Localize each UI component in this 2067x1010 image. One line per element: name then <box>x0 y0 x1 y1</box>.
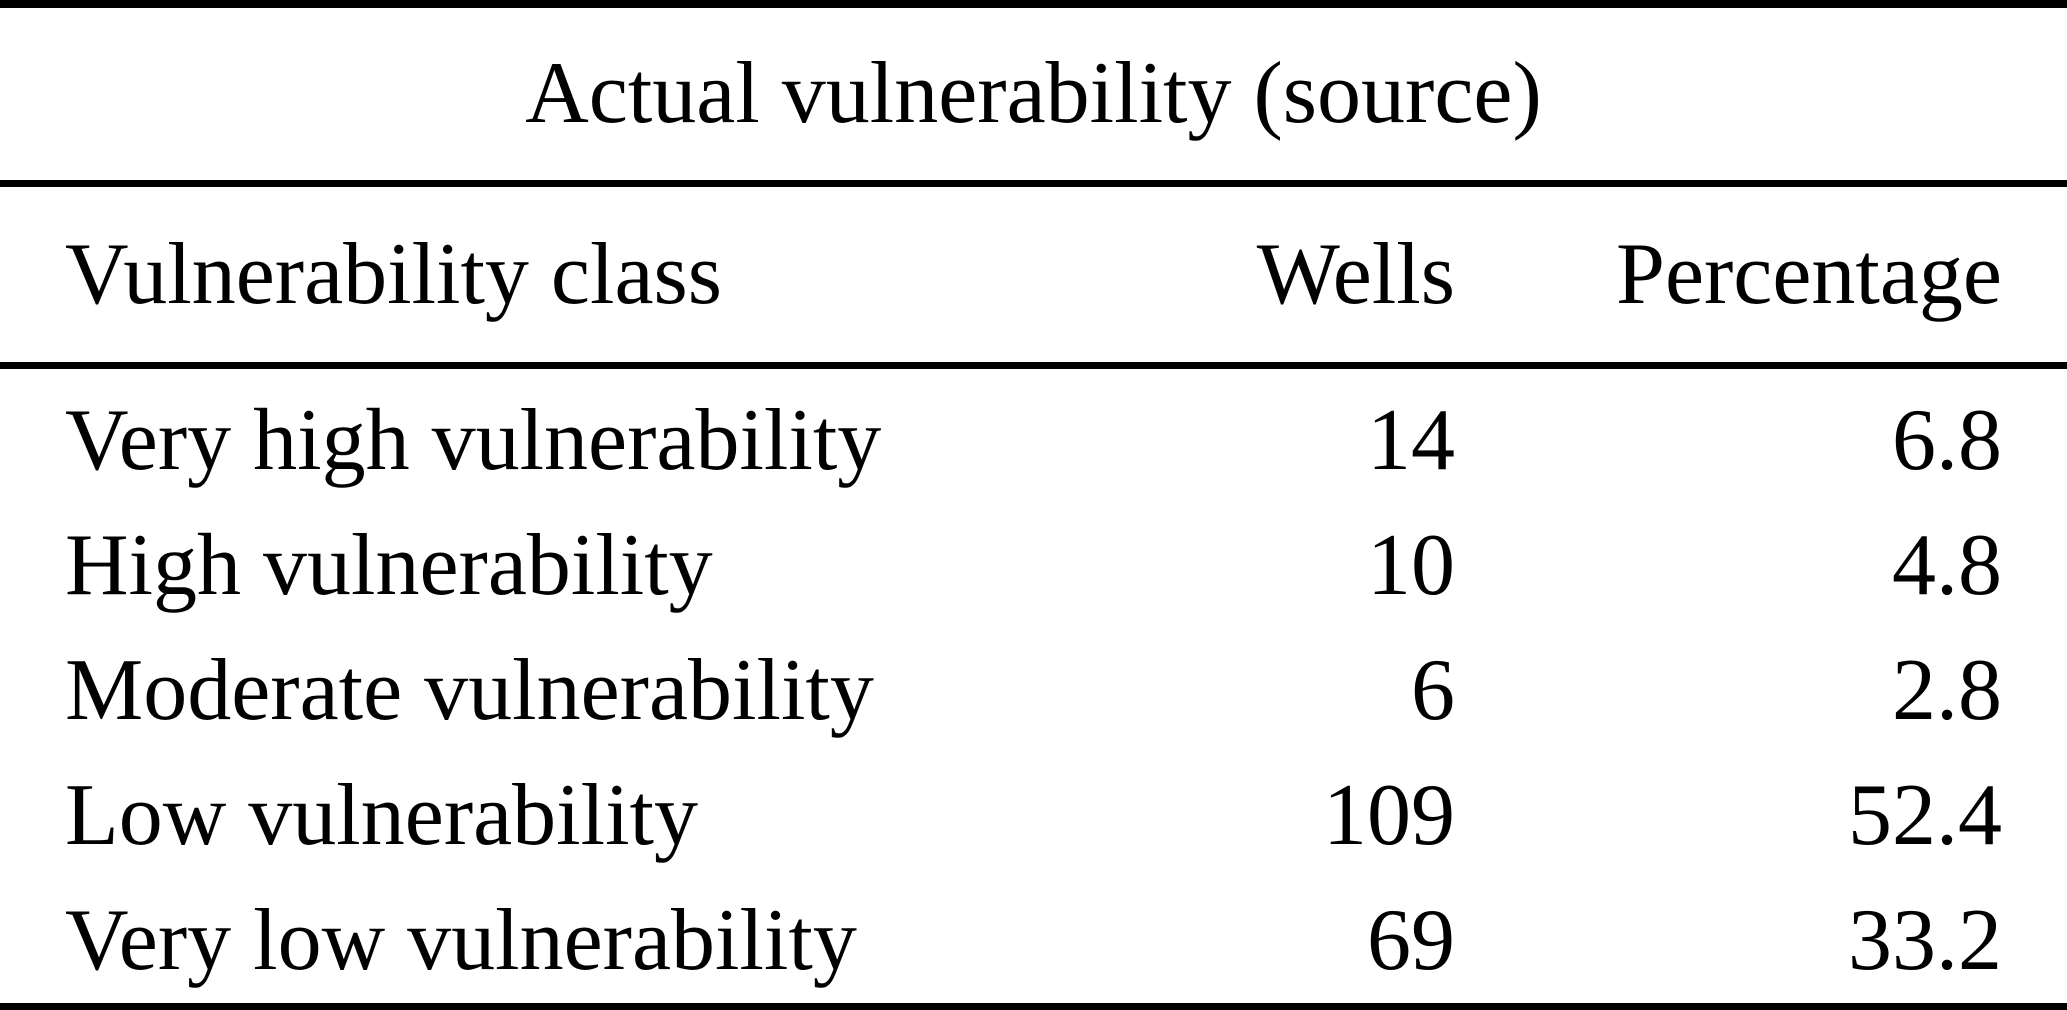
cell-vulnerability-class: Low vulnerability <box>65 766 698 864</box>
cell-vulnerability-class: Moderate vulnerability <box>65 641 874 739</box>
header-vulnerability-class: Vulnerability class <box>65 225 722 323</box>
header-wells: Wells <box>1256 225 1455 323</box>
table-row: High vulnerability 10 4.8 <box>0 504 2067 629</box>
cell-percentage: 4.8 <box>1892 517 2002 615</box>
cell-wells: 109 <box>1323 766 1455 864</box>
table-title-row: Actual vulnerability (source) <box>0 8 2067 180</box>
cell-percentage: 52.4 <box>1848 766 2002 864</box>
cell-vulnerability-class: Very high vulnerability <box>65 392 882 490</box>
table-title: Actual vulnerability (source) <box>525 45 1542 142</box>
top-rule <box>0 0 2067 8</box>
cell-wells: 14 <box>1367 392 1455 490</box>
table-row: Very high vulnerability 14 6.8 <box>0 379 2067 504</box>
bottom-rule <box>0 1003 2067 1010</box>
cell-percentage: 33.2 <box>1848 891 2002 989</box>
table-row: Low vulnerability 109 52.4 <box>0 753 2067 878</box>
cell-wells: 69 <box>1367 891 1455 989</box>
title-rule <box>0 180 2067 187</box>
table-header-row: Vulnerability class Wells Percentage <box>0 187 2067 362</box>
cell-wells: 10 <box>1367 517 1455 615</box>
header-percentage: Percentage <box>1616 225 2002 323</box>
table-body: Very high vulnerability 14 6.8 High vuln… <box>0 369 2067 1003</box>
cell-vulnerability-class: Very low vulnerability <box>65 891 857 989</box>
table-row: Very low vulnerability 69 33.2 <box>0 878 2067 1003</box>
cell-vulnerability-class: High vulnerability <box>65 517 713 615</box>
header-rule <box>0 362 2067 369</box>
cell-percentage: 2.8 <box>1892 641 2002 739</box>
cell-wells: 6 <box>1411 641 1455 739</box>
cell-percentage: 6.8 <box>1892 392 2002 490</box>
table-row: Moderate vulnerability 6 2.8 <box>0 629 2067 754</box>
